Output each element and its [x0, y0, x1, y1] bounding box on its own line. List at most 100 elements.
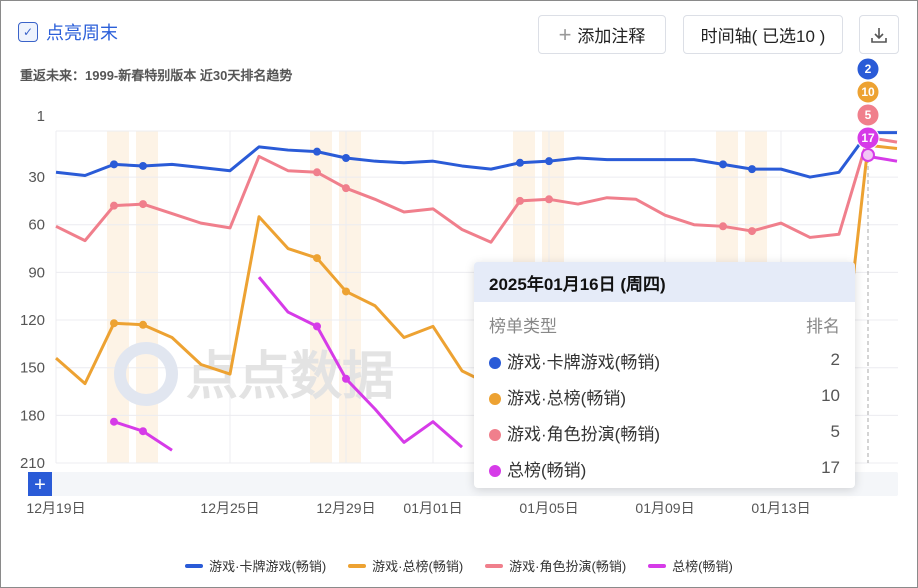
data-point: [110, 201, 118, 210]
data-point: [342, 287, 350, 296]
x-tick-label: 01月13日: [751, 500, 810, 516]
data-point: [516, 158, 524, 167]
y-tick-label: 1: [37, 108, 45, 125]
data-point: [719, 160, 727, 169]
data-point: [342, 184, 350, 193]
y-tick-label: 120: [20, 312, 45, 329]
legend-item[interactable]: 游戏·总榜(畅销): [348, 556, 463, 575]
rank-pin: [856, 80, 880, 104]
tooltip-date: 2025年01月16日 (周四): [474, 262, 855, 302]
data-point: [719, 222, 727, 231]
x-tick-label: 12月29日: [316, 500, 375, 516]
plus-icon: +: [558, 21, 572, 47]
legend-line-icon: [648, 563, 667, 568]
data-point: [139, 161, 147, 170]
data-point: [748, 227, 756, 236]
tooltip-row: 总榜(畅销) 17: [474, 450, 855, 486]
watermark-logo: [114, 342, 178, 406]
data-point: [516, 196, 524, 205]
legend-label: 总榜(畅销): [672, 559, 733, 574]
tooltip-series-name: 游戏·总榜(畅销): [507, 388, 626, 408]
x-tick-label: 01月01日: [403, 500, 462, 516]
x-tick-label: 01月09日: [635, 500, 694, 516]
legend-item[interactable]: 总榜(畅销): [648, 556, 733, 575]
rank-pin-label: 10: [861, 85, 875, 99]
legend-item[interactable]: 游戏·卡牌游戏(畅销): [185, 556, 326, 575]
watermark: 点点数据: [186, 348, 394, 406]
tooltip-series-name: 总榜(畅销): [507, 460, 587, 480]
legend-label: 游戏·卡牌游戏(畅销): [209, 559, 327, 574]
weekend-band: [136, 131, 158, 463]
tooltip-col-type: 榜单类型: [489, 316, 557, 336]
x-tick-label: 01月05日: [519, 500, 578, 516]
y-tick-label: 180: [20, 407, 45, 424]
tooltip-series-name: 游戏·角色扮演(畅销): [507, 424, 660, 444]
data-point: [313, 254, 321, 263]
add-annotation-label: 添加注释: [577, 27, 646, 46]
x-tick-label: 12月19日: [26, 500, 85, 516]
timeline-button[interactable]: 时间轴( 已选10 ): [683, 15, 843, 54]
tooltip-row: 游戏·卡牌游戏(畅销) 2: [474, 342, 855, 378]
data-point: [748, 165, 756, 174]
data-point: [313, 147, 321, 156]
x-tick-label: 12月25日: [200, 500, 259, 516]
y-tick-label: 150: [20, 360, 45, 377]
highlight-weekend-toggle[interactable]: ✓ 点亮周末: [18, 19, 118, 45]
rank-pin-label: 2: [865, 62, 872, 76]
data-point: [313, 322, 321, 331]
tooltip-rank-value: 10: [821, 386, 840, 405]
tooltip-rank-value: 2: [830, 350, 840, 369]
tooltip-rank-value: 5: [830, 422, 840, 441]
data-point: [313, 168, 321, 177]
series-color-dot: [489, 428, 501, 441]
data-point: [342, 154, 350, 163]
data-point: [110, 417, 118, 426]
chart-title: 重返未来：1999-新春特别版本 近30天排名趋势: [20, 68, 293, 83]
data-point: [139, 427, 147, 436]
plus-icon: +: [34, 474, 46, 496]
data-point: [110, 319, 118, 328]
data-point: [545, 157, 553, 166]
rank-pin: [856, 57, 880, 81]
series-color-dot: [489, 356, 501, 369]
series-color-dot: [489, 464, 501, 477]
hover-point: [861, 148, 875, 162]
data-point: [342, 374, 350, 383]
series-line: [55, 135, 898, 244]
y-tick-label: 90: [28, 264, 45, 281]
series-line: [55, 131, 897, 179]
legend-item[interactable]: 游戏·角色扮演(畅销): [485, 556, 626, 575]
weekend-band: [107, 131, 129, 463]
series-color-dot: [489, 392, 501, 405]
y-tick-label: 210: [20, 455, 45, 472]
weekend-band: [310, 131, 332, 463]
rank-pin: [856, 103, 880, 127]
y-tick-label: 60: [28, 217, 45, 234]
zoom-plus-button[interactable]: [28, 472, 52, 496]
checkbox-checked-icon[interactable]: ✓: [18, 22, 38, 42]
chart-tooltip: 2025年01月16日 (周四) 榜单类型 排名 游戏·卡牌游戏(畅销) 2 游戏·总…: [474, 262, 855, 488]
y-tick-label: 30: [28, 169, 45, 186]
legend-line-icon: [485, 563, 504, 568]
rank-pin-label: 5: [865, 108, 872, 122]
tooltip-row: 游戏·总榜(畅销) 10: [474, 378, 855, 414]
legend-label: 游戏·角色扮演(畅销): [509, 559, 627, 574]
download-button[interactable]: [859, 15, 899, 54]
add-annotation-button[interactable]: + 添加注释: [538, 15, 666, 54]
data-point: [110, 160, 118, 169]
legend-line-icon: [185, 563, 204, 568]
download-icon: [871, 27, 887, 43]
legend-line-icon: [348, 563, 367, 568]
data-point: [545, 195, 553, 204]
timeline-label: 时间轴( 已选10 ): [700, 27, 826, 46]
highlight-weekend-label: 点亮周末: [46, 23, 118, 43]
tooltip-rank-value: 17: [821, 458, 840, 477]
data-point: [139, 200, 147, 209]
tooltip-row: 游戏·角色扮演(畅销) 5: [474, 414, 855, 450]
tooltip-col-rank: 排名: [806, 316, 840, 336]
rank-pin-label: 17: [861, 131, 875, 145]
tooltip-series-name: 游戏·卡牌游戏(畅销): [507, 352, 660, 372]
chart-legend: 游戏·卡牌游戏(畅销) 游戏·总榜(畅销) 游戏·角色扮演(畅销) 总榜(畅销): [1, 556, 917, 575]
legend-label: 游戏·总榜(畅销): [372, 559, 464, 574]
data-point: [139, 320, 147, 329]
